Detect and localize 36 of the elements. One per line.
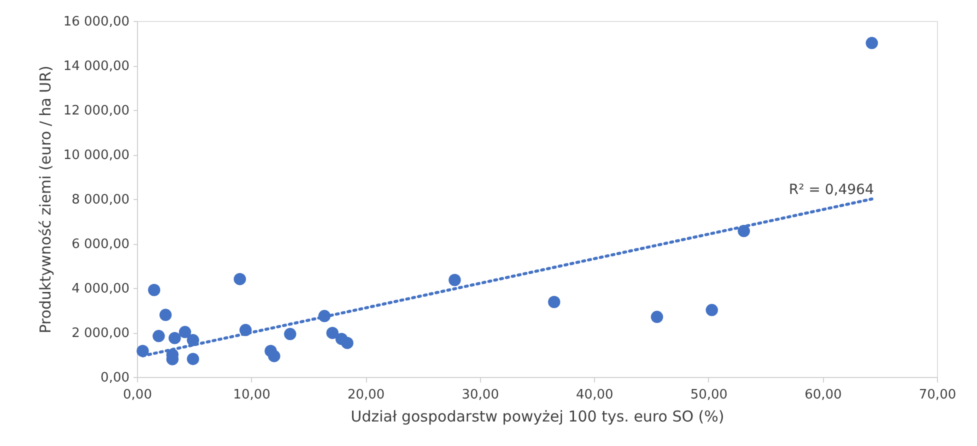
x-tick-label: 0,00: [123, 388, 152, 402]
y-tick-label: 10 000,00: [63, 148, 130, 163]
point: [650, 310, 664, 324]
point: [548, 296, 560, 308]
point: [152, 330, 165, 342]
x-tick-label: 40,00: [576, 388, 614, 402]
point: [448, 274, 461, 286]
x-tick-label: 20,00: [347, 388, 385, 402]
y-tick-label: 4 000,00: [72, 282, 130, 296]
annotation: R² = 0,4964: [788, 182, 874, 198]
x-tick-label: 10,00: [233, 388, 270, 402]
y-tick-label: 6 000,00: [72, 237, 130, 252]
y-tick-label: 0,00: [100, 370, 130, 386]
point: [268, 350, 280, 362]
point: [159, 308, 172, 322]
y-tick-label: 16 000,00: [63, 14, 130, 30]
y-tick-label: 8 000,00: [72, 192, 130, 208]
x-tick-label: 30,00: [462, 388, 499, 402]
point: [178, 326, 192, 338]
point: [326, 326, 339, 340]
point: [234, 272, 246, 286]
x-tick-label: 70,00: [918, 388, 956, 402]
y-tick-label: 14 000,00: [63, 59, 130, 74]
point: [148, 284, 160, 296]
point: [866, 36, 878, 50]
x-tick-label: 50,00: [690, 388, 728, 402]
x-axis-title: Udział gospodarstw powyżej 100 tys. euro SO (%): [350, 408, 724, 426]
point: [284, 328, 296, 340]
point: [341, 336, 354, 350]
point: [168, 332, 181, 344]
point: [706, 304, 718, 316]
y-tick-label: 2 000,00: [72, 326, 130, 341]
x-tick-label: 60,00: [804, 388, 842, 402]
y-axis-title: Produktywność ziemi (euro / ha UR): [36, 66, 54, 334]
y-tick-label: 12 000,00: [63, 104, 130, 118]
point: [186, 352, 200, 366]
